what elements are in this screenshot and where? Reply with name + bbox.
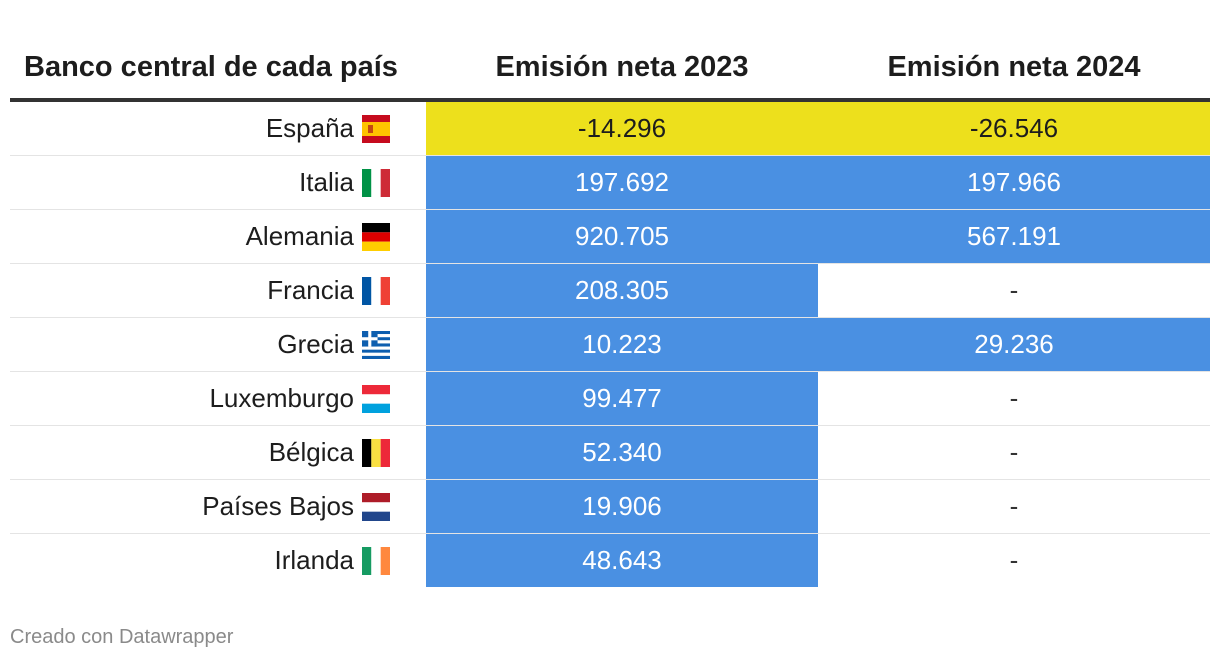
value-2023-cell: 99.477 <box>426 371 818 426</box>
country-label-group: Países Bajos <box>202 491 390 522</box>
value-2023-cell: 52.340 <box>426 425 818 480</box>
country-cell: Bélgica <box>10 425 426 480</box>
value-2024-cell: - <box>818 479 1210 534</box>
country-name: Alemania <box>245 221 354 251</box>
data-table-container: Banco central de cada país Emisión neta … <box>10 36 1210 587</box>
france-flag-icon <box>362 276 390 305</box>
country-name: Irlanda <box>274 545 355 575</box>
table-row: Irlanda 48.643- <box>10 533 1210 588</box>
ireland-flag-icon <box>362 546 390 575</box>
country-name: Grecia <box>277 329 354 359</box>
luxembourg-flag-icon <box>362 384 390 413</box>
value-2024-cell: - <box>818 533 1210 587</box>
value-2024-cell: - <box>818 371 1210 426</box>
value-2023-cell: 10.223 <box>426 317 818 372</box>
table-row: Francia 208.305- <box>10 263 1210 318</box>
country-name: España <box>265 113 354 143</box>
country-label-group: Francia <box>267 275 390 306</box>
country-cell: Irlanda <box>10 534 426 588</box>
value-2023-cell: -14.296 <box>426 100 818 156</box>
country-name: Bélgica <box>268 437 354 467</box>
value-2024-cell: 197.966 <box>818 155 1210 210</box>
table-row: Luxemburgo 99.477- <box>10 371 1210 426</box>
column-header-2024[interactable]: Emisión neta 2024 <box>818 36 1210 102</box>
country-cell: España <box>10 100 426 156</box>
spain-flag-icon <box>362 114 390 143</box>
table-row: Bélgica 52.340- <box>10 425 1210 480</box>
value-2023-cell: 19.906 <box>426 479 818 534</box>
country-label-group: Bélgica <box>269 437 390 468</box>
country-cell: Luxemburgo <box>10 371 426 426</box>
country-cell: Países Bajos <box>10 479 426 534</box>
table-row: Italia 197.692 197.966 <box>10 155 1210 210</box>
country-label-group: Alemania <box>246 221 390 252</box>
value-2024-cell: - <box>818 263 1210 318</box>
country-cell: Grecia <box>10 317 426 372</box>
country-cell: Alemania <box>10 209 426 264</box>
country-name: Luxemburgo <box>209 383 354 413</box>
table-row: Alemania 920.705 567.191 <box>10 209 1210 264</box>
country-label-group: España <box>266 113 390 144</box>
value-2023-cell: 197.692 <box>426 155 818 210</box>
country-cell: Francia <box>10 263 426 318</box>
value-2024-cell: -26.546 <box>818 100 1210 156</box>
header-row: Banco central de cada país Emisión neta … <box>10 36 1210 102</box>
table-row: Países Bajos 19.906- <box>10 479 1210 534</box>
value-2023-cell: 920.705 <box>426 209 818 264</box>
datawrapper-credit[interactable]: Creado con Datawrapper <box>10 626 234 648</box>
value-2024-cell: 29.236 <box>818 317 1210 372</box>
country-label-group: Luxemburgo <box>209 383 390 414</box>
table-body: España -14.296 -26.546 Italia 197.692 197.966… <box>10 100 1210 587</box>
country-label-group: Grecia <box>277 329 390 360</box>
netherlands-flag-icon <box>362 492 390 521</box>
greece-flag-icon <box>362 330 390 359</box>
country-name: Italia <box>299 167 354 197</box>
belgium-flag-icon <box>362 438 390 467</box>
value-2023-cell: 208.305 <box>426 263 818 318</box>
value-2023-cell: 48.643 <box>426 533 818 587</box>
country-cell: Italia <box>10 155 426 210</box>
italy-flag-icon <box>362 168 390 197</box>
column-header-2023[interactable]: Emisión neta 2023 <box>426 36 818 102</box>
table-row: Grecia 10.223 29.236 <box>10 317 1210 372</box>
value-2024-cell: 567.191 <box>818 209 1210 264</box>
column-header-country[interactable]: Banco central de cada país <box>10 36 426 102</box>
table-row: España -14.296 -26.546 <box>10 100 1210 156</box>
country-name: Países Bajos <box>202 491 354 521</box>
emission-table: Banco central de cada país Emisión neta … <box>10 36 1210 587</box>
country-name: Francia <box>267 275 354 305</box>
country-label-group: Irlanda <box>274 545 390 576</box>
value-2024-cell: - <box>818 425 1210 480</box>
germany-flag-icon <box>362 222 390 251</box>
country-label-group: Italia <box>299 167 390 198</box>
